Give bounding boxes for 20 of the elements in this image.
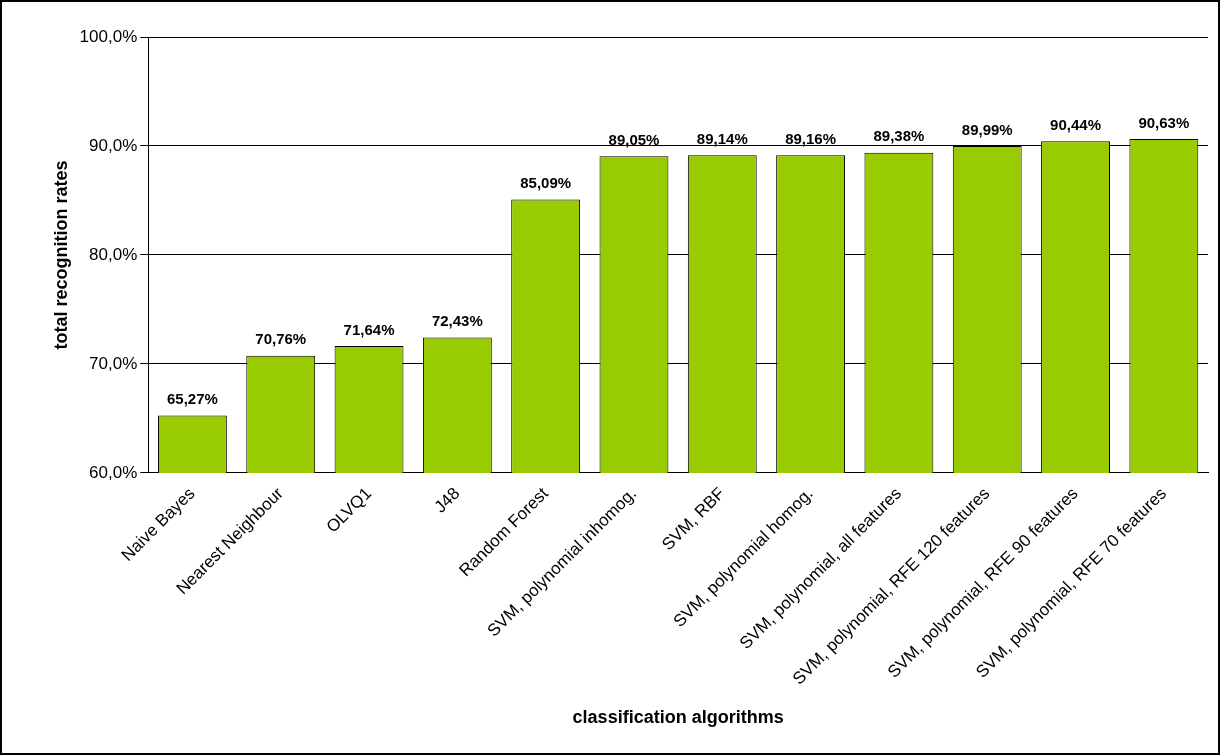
y-tick-label: 100,0% bbox=[79, 26, 138, 46]
data-label: 89,38% bbox=[873, 127, 925, 145]
y-tick-label: 80,0% bbox=[89, 244, 138, 264]
y-tick-label: 60,0% bbox=[89, 462, 138, 482]
x-tick-label: J48 bbox=[430, 483, 464, 517]
y-tick-label: 90,0% bbox=[89, 135, 138, 155]
data-label: 71,64% bbox=[343, 320, 395, 338]
data-label: 70,76% bbox=[255, 330, 307, 348]
data-label: 85,09% bbox=[520, 174, 572, 192]
data-label: 89,99% bbox=[961, 120, 1013, 138]
data-label: 72,43% bbox=[431, 312, 483, 330]
y-axis-title: total recognition rates bbox=[50, 160, 71, 350]
x-axis-title: classification algorithms bbox=[572, 707, 784, 728]
data-label: 90,44% bbox=[1050, 115, 1101, 133]
data-label: 89,05% bbox=[608, 130, 660, 148]
data-label: 89,16% bbox=[785, 129, 837, 147]
y-tick-label: 70,0% bbox=[89, 353, 138, 373]
data-label: 90,63% bbox=[1138, 113, 1190, 131]
data-label: 65,27% bbox=[166, 390, 218, 408]
data-label: 89,14% bbox=[696, 129, 748, 147]
